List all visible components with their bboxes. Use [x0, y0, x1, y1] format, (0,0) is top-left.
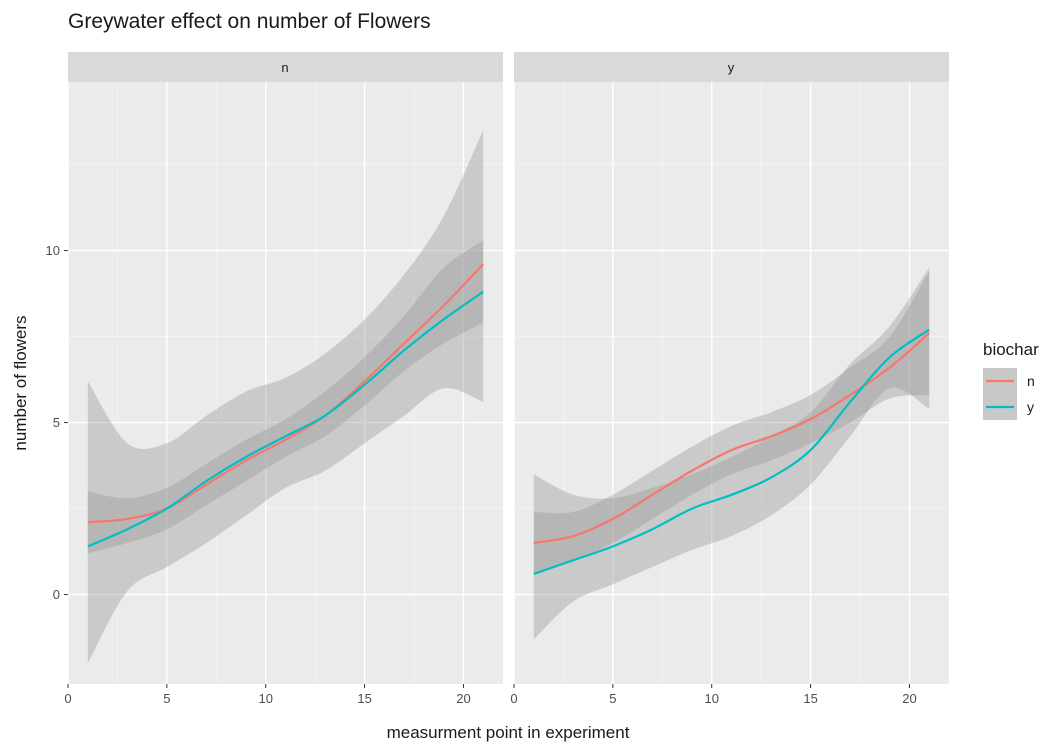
series-line-y: [533, 328, 930, 575]
facet-panel-n: n: [67, 52, 503, 684]
facet-panel-y: y: [513, 52, 949, 684]
y-tick-label: 10: [46, 243, 60, 258]
x-tick-label: 0: [64, 691, 71, 706]
confidence-ribbons: [533, 267, 930, 640]
legend-label: n: [1027, 373, 1035, 389]
panel-background: [514, 82, 949, 684]
x-axis-panel-y: 0 5 10 15 20: [510, 684, 917, 706]
strip-background: [68, 52, 503, 82]
x-tick-label: 0: [510, 691, 517, 706]
y-axis: 0 5 10: [46, 243, 68, 602]
series-lines: [87, 263, 484, 548]
legend-title: biochar: [983, 340, 1039, 359]
x-tick-label: 15: [803, 691, 817, 706]
confidence-ribbon-y: [87, 130, 484, 664]
strip-label: y: [728, 60, 735, 75]
confidence-ribbon-n: [533, 271, 930, 574]
x-axis-panel-n: 0 5 10 15 20: [64, 684, 471, 706]
y-tick-label: 5: [53, 415, 60, 430]
confidence-ribbon-y: [533, 267, 930, 640]
legend: biochar ny: [983, 340, 1039, 420]
x-tick-label: 20: [456, 691, 470, 706]
gridlines: [67, 82, 503, 684]
gridlines: [513, 82, 949, 684]
x-tick-label: 5: [163, 691, 170, 706]
panel-background: [68, 82, 503, 684]
x-tick-label: 5: [609, 691, 616, 706]
y-axis-title: number of flowers: [11, 315, 30, 450]
x-tick-label: 10: [258, 691, 272, 706]
confidence-ribbon-n: [87, 240, 484, 554]
strip-label: n: [281, 60, 288, 75]
x-tick-label: 15: [357, 691, 371, 706]
confidence-ribbons: [87, 130, 484, 664]
chart-title: Greywater effect on number of Flowers: [68, 10, 431, 33]
series-line-y: [87, 290, 484, 548]
x-axis-title: measurment point in experiment: [387, 723, 630, 742]
series-lines: [533, 328, 930, 575]
x-tick-label: 10: [704, 691, 718, 706]
y-tick-label: 0: [53, 587, 60, 602]
legend-item-n: n: [983, 368, 1035, 394]
strip-background: [514, 52, 949, 82]
x-tick-label: 20: [902, 691, 916, 706]
series-line-n: [87, 263, 484, 524]
legend-item-y: y: [983, 394, 1034, 420]
legend-label: y: [1027, 399, 1034, 415]
